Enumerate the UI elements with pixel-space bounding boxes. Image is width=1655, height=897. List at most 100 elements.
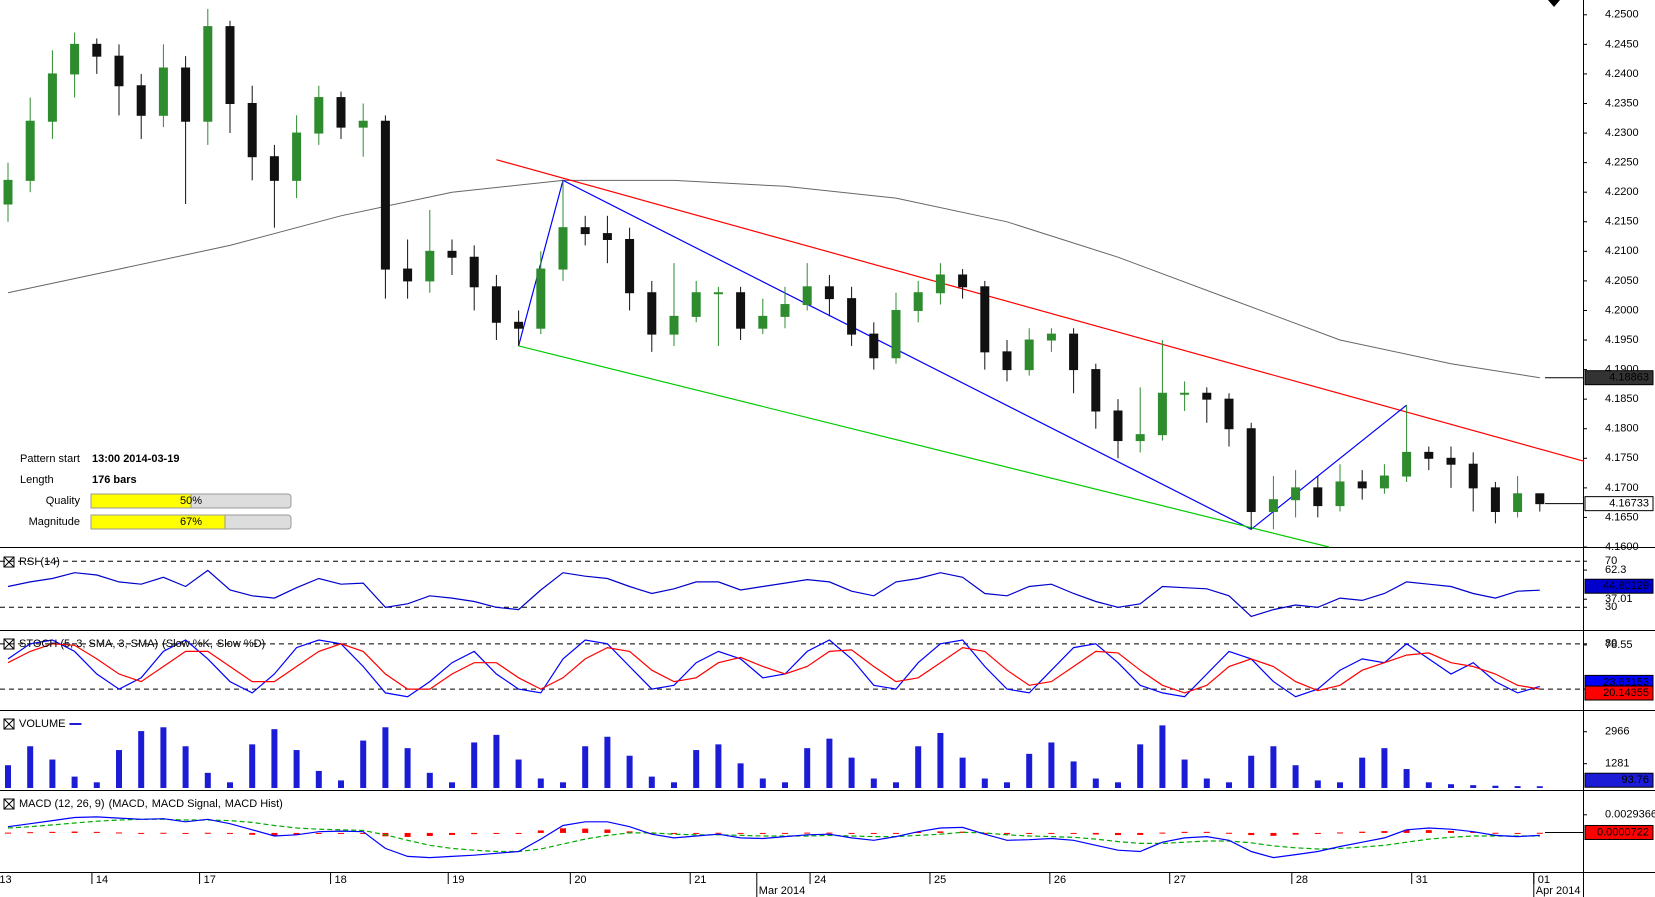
candle-body [913, 292, 923, 311]
month-tick-label: Apr 2014 [1536, 885, 1581, 897]
volume-bar [382, 727, 389, 788]
volume-bar [915, 746, 922, 788]
macd-hist-bar [1026, 832, 1033, 834]
volume-bar [93, 782, 100, 788]
candle-body [736, 292, 746, 329]
panel-close-box [3, 638, 15, 650]
volume-bar [315, 770, 322, 788]
value-box-bg [1584, 370, 1654, 386]
value-box-label: 4.18863 [1609, 372, 1649, 384]
volume-bar [715, 744, 722, 788]
pattern-label: Length [20, 474, 54, 486]
macd-hist-bar [360, 832, 367, 834]
candle-body [358, 120, 368, 128]
volume-bar [1425, 782, 1432, 788]
y-tick-label: 4.2450 [1605, 38, 1639, 50]
macd-hist-bar [848, 832, 855, 834]
candle-body [1224, 398, 1234, 430]
volume-bar [138, 731, 145, 788]
macd-hist-bar [759, 832, 766, 834]
volume-bar [182, 746, 189, 788]
macd-hist-bar [671, 832, 677, 834]
x-tick-label: 25 [934, 874, 946, 886]
y-tick-label: 4.1950 [1605, 334, 1639, 346]
volume-bar [1070, 761, 1077, 788]
macd-hist-bar [1092, 832, 1099, 835]
macd-hist-bar [582, 828, 589, 833]
pattern-bar [90, 493, 192, 509]
volume-bar [1137, 744, 1144, 788]
volume-bar [1381, 748, 1388, 788]
macd-hist-bar [315, 832, 322, 834]
candle-body [1490, 487, 1500, 513]
legend-entry: MACD Signal, [152, 798, 221, 810]
candle-body [3, 179, 13, 205]
y-tick-label: 78.55 [1605, 639, 1633, 651]
candle-body [802, 286, 812, 306]
candle-body [1113, 410, 1123, 442]
macd-hist-bar [981, 832, 988, 834]
volume-bar [1159, 725, 1166, 788]
volume-bar [1026, 753, 1033, 788]
candle-body [114, 55, 124, 87]
candle-body [203, 26, 213, 122]
macd-hist-bar [1470, 831, 1477, 833]
volume-bar [426, 772, 433, 788]
macd-signal [7, 818, 1540, 853]
value-box-label: 0.0000722 [1597, 826, 1649, 838]
macd-hist-bar [1359, 831, 1366, 833]
candle-body [847, 298, 857, 335]
panel-title: STOCH (5, 3, SMA, 3, SMA) [19, 638, 158, 650]
candle-body [602, 233, 612, 240]
candle-body [336, 97, 346, 128]
indicator-line [7, 643, 1540, 694]
candle-body [447, 250, 457, 258]
pattern-value: 13:00 2014-03-19 [92, 453, 179, 465]
volume-bar [493, 734, 500, 788]
y-tick-label: 1281 [1605, 758, 1629, 770]
month-tick-label: Mar 2014 [759, 885, 805, 897]
candle-body [247, 102, 257, 158]
macd-hist-bar [1159, 832, 1166, 834]
candle-body [1424, 451, 1434, 459]
macd-hist-bar [49, 831, 56, 833]
x-tick-label: 28 [1296, 874, 1308, 886]
value-box-label: 4.16733 [1609, 498, 1649, 510]
volume-bar [1403, 769, 1410, 788]
macd-hist-bar [560, 828, 566, 833]
volume-bar [648, 776, 655, 788]
macd-hist-bar [737, 832, 744, 834]
macd-hist-bar [1203, 831, 1210, 833]
macd-hist-bar [1115, 832, 1121, 836]
candle-body [558, 227, 568, 270]
macd-hist-bar [160, 832, 167, 834]
candle-body [92, 43, 102, 57]
y-tick-label: 4.1700 [1605, 482, 1639, 494]
candle-body [580, 227, 590, 235]
volume-bar [404, 748, 411, 788]
candle-body [1024, 339, 1034, 371]
candle-body [647, 292, 657, 335]
macd-hist-bar [782, 832, 788, 834]
macd-hist-bar [893, 832, 899, 834]
pattern-label: Magnitude [29, 516, 80, 528]
volume-bar [848, 757, 855, 788]
y-tick-label: 4.2200 [1605, 186, 1639, 198]
macd-hist-bar [1536, 832, 1543, 834]
pattern-label: Pattern start [20, 453, 80, 465]
candle-body [1313, 487, 1323, 507]
macd-hist-bar [93, 831, 100, 833]
value-box-label: 20.14355 [1603, 687, 1649, 699]
candle-body [958, 274, 968, 288]
volume-bar [27, 746, 34, 788]
macd-hist-bar [1004, 832, 1010, 835]
value-box-bg [1584, 578, 1654, 594]
value-box: 4.18863 [1584, 370, 1654, 386]
pattern-bar-label: 67% [180, 516, 202, 528]
candle-body [1535, 493, 1545, 505]
candle-body [158, 67, 168, 116]
macd-hist-bar [493, 832, 500, 834]
volume-bar [338, 780, 344, 788]
pattern-bar-label: 50% [180, 495, 202, 507]
y-tick-label: 4.2500 [1605, 9, 1639, 21]
